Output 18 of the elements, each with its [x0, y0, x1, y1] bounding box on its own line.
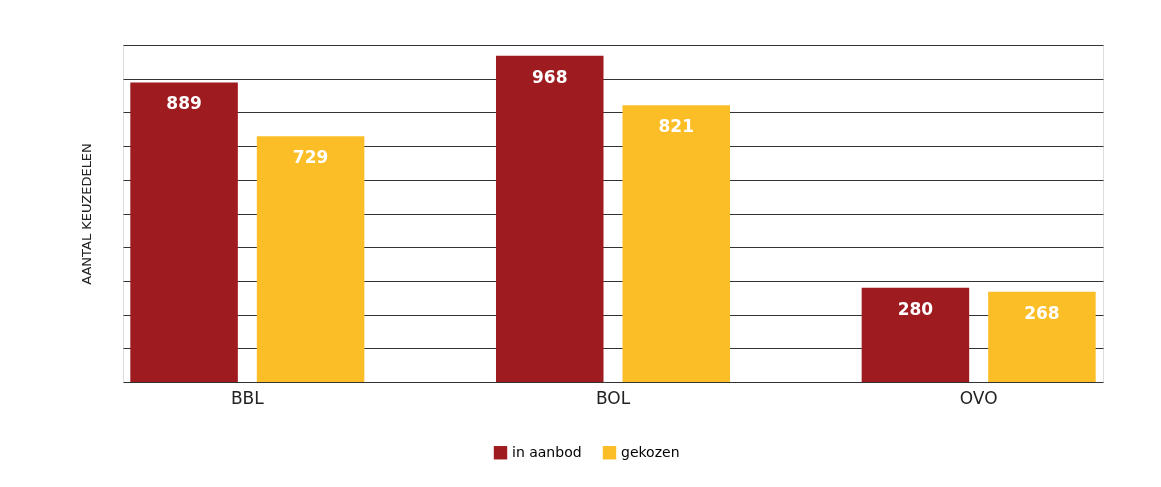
bar — [130, 82, 238, 382]
y-axis-title: AANTAL KEUZEDELEN — [78, 143, 94, 285]
bar — [622, 105, 731, 382]
data-label: 280 — [897, 298, 934, 319]
x-tick-label: BBL — [230, 387, 265, 408]
bar — [988, 291, 1096, 382]
legend-label: in aanbod — [512, 443, 582, 460]
x-tick-label: OVO — [959, 387, 998, 408]
bar — [861, 287, 970, 382]
data-label: 268 — [1024, 302, 1060, 323]
bar — [256, 136, 365, 382]
data-label: 968 — [532, 66, 568, 87]
x-tick-label: BOL — [595, 387, 631, 408]
data-label: 889 — [166, 93, 202, 114]
data-label: 821 — [658, 116, 694, 137]
bar — [495, 55, 604, 382]
data-label: 729 — [292, 147, 329, 168]
legend-label: gekozen — [621, 443, 680, 460]
